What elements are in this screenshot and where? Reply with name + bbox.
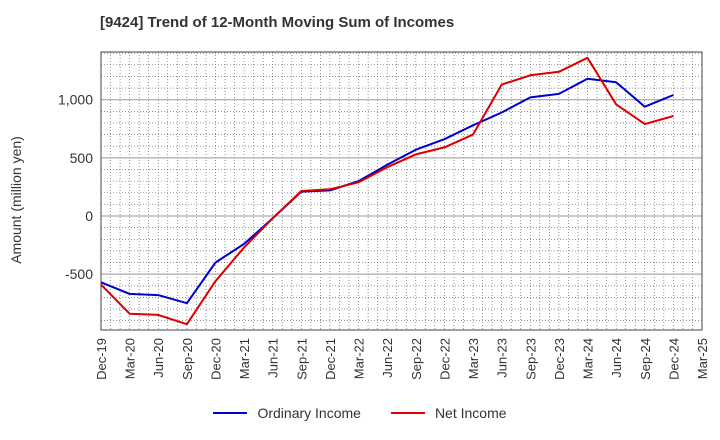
x-tick-label: Mar-23 <box>466 338 481 379</box>
legend-label-net-income: Net Income <box>434 405 507 421</box>
x-tick-label: Jun-20 <box>151 338 166 378</box>
legend-item-ordinary-income: Ordinary Income <box>213 405 361 421</box>
legend-label-ordinary-income: Ordinary Income <box>257 405 361 421</box>
x-tick-label: Mar-22 <box>352 338 367 379</box>
legend-swatch-net-income <box>390 412 425 414</box>
x-tick-label: Sep-22 <box>409 338 424 380</box>
y-tick-label: -500 <box>65 266 93 282</box>
legend: Ordinary Income Net Income <box>0 405 720 421</box>
y-tick-label: 0 <box>85 208 93 224</box>
x-tick-label: Dec-24 <box>666 338 681 380</box>
x-tick-label: Mar-21 <box>237 338 252 379</box>
x-tick-label: Sep-23 <box>523 338 538 380</box>
x-tick-label: Dec-20 <box>208 338 223 380</box>
x-tick-label: Mar-25 <box>695 338 710 379</box>
chart-title: [9424] Trend of 12-Month Moving Sum of I… <box>100 14 455 31</box>
legend-item-net-income: Net Income <box>390 405 507 421</box>
series-line-ordinary-income <box>100 77 674 305</box>
y-tick-label: 1,000 <box>58 92 93 108</box>
x-tick-label: Sep-20 <box>180 338 195 380</box>
x-tick-label: Jun-23 <box>495 338 510 378</box>
x-tick-label: Jun-24 <box>609 338 624 378</box>
x-tick-label: Sep-24 <box>638 338 653 380</box>
x-tick-label: Jun-22 <box>380 338 395 378</box>
x-tick-label: Dec-23 <box>552 338 567 380</box>
x-tick-label: Mar-24 <box>581 338 596 379</box>
x-tick-label: Dec-19 <box>94 338 109 380</box>
series-line-net-income <box>100 56 674 326</box>
x-tick-label: Jun-21 <box>266 338 281 378</box>
x-tick-label: Dec-21 <box>323 338 338 380</box>
plot-frame <box>100 51 703 331</box>
legend-swatch-ordinary-income <box>213 412 248 414</box>
x-tick-label: Mar-20 <box>123 338 138 379</box>
x-tick-label: Sep-21 <box>294 338 309 380</box>
y-tick-label: 500 <box>70 150 94 166</box>
x-tick-label: Dec-22 <box>437 338 452 380</box>
